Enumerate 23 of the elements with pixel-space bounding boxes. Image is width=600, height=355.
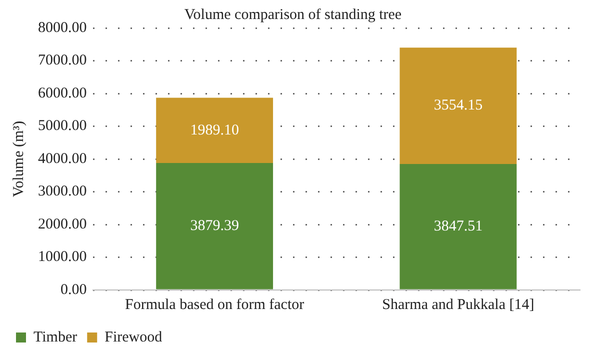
- y-tick-label: 7000.00: [38, 52, 87, 69]
- y-tick-label: 4000.00: [38, 150, 87, 167]
- data-label: 3879.39: [190, 218, 239, 234]
- bar: [156, 162, 274, 290]
- y-tick-label: 6000.00: [38, 85, 87, 102]
- y-tick-label: 5000.00: [38, 118, 87, 134]
- data-label: 3554.15: [434, 98, 483, 114]
- bar: [400, 164, 517, 290]
- bar: [156, 98, 274, 163]
- y-axis-title: Volume (m³): [10, 120, 27, 198]
- data-label: 1989.10: [190, 122, 239, 138]
- data-label: 3847.51: [434, 218, 483, 235]
- y-tick-label: 0.00: [60, 282, 87, 298]
- legend-label: Timber: [34, 329, 78, 346]
- legend-label: Firewood: [104, 329, 163, 346]
- y-tick-label: 3000.00: [38, 184, 87, 200]
- y-tick-label: 2000.00: [38, 216, 87, 232]
- bar: [400, 48, 517, 164]
- y-tick-label: 8000.00: [38, 20, 87, 36]
- x-tick-label: Sharma and Pukkala [14]: [382, 296, 534, 313]
- chart-title: Volume comparison of standing tree: [184, 6, 402, 23]
- x-tick-label: Formula based on form factor: [125, 296, 304, 313]
- y-tick-label: 1000.00: [38, 249, 87, 266]
